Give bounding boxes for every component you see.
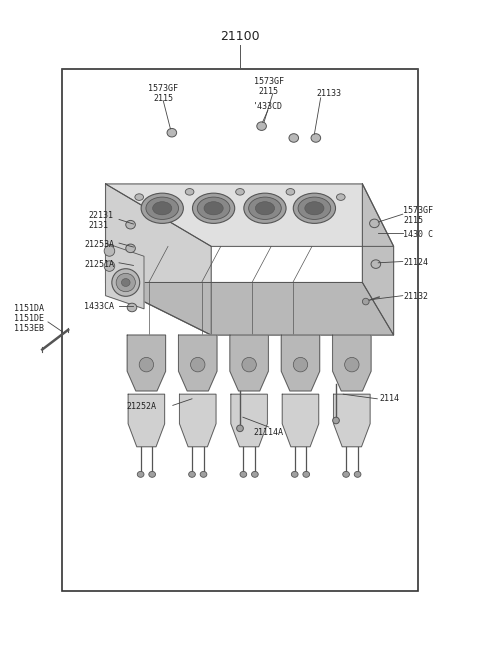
Polygon shape: [282, 394, 319, 447]
Polygon shape: [106, 184, 211, 335]
Text: 21253A: 21253A: [84, 240, 114, 249]
Text: 2114: 2114: [379, 394, 399, 403]
Text: '433CD: '433CD: [253, 102, 283, 111]
Ellipse shape: [127, 304, 137, 312]
Ellipse shape: [104, 261, 115, 271]
Text: 1433CA: 1433CA: [84, 302, 114, 311]
Ellipse shape: [298, 197, 331, 219]
Text: 21251A: 21251A: [84, 260, 114, 269]
Ellipse shape: [252, 472, 258, 477]
Polygon shape: [334, 394, 370, 447]
Ellipse shape: [135, 194, 144, 200]
Ellipse shape: [240, 472, 247, 477]
Ellipse shape: [185, 189, 194, 195]
Ellipse shape: [237, 425, 243, 432]
Ellipse shape: [192, 193, 235, 223]
Ellipse shape: [112, 269, 140, 296]
Ellipse shape: [293, 357, 308, 372]
Ellipse shape: [333, 417, 339, 424]
Ellipse shape: [336, 194, 345, 200]
Ellipse shape: [121, 279, 130, 286]
Polygon shape: [106, 283, 394, 335]
Polygon shape: [106, 184, 394, 246]
Polygon shape: [281, 335, 320, 391]
Ellipse shape: [200, 472, 207, 477]
Ellipse shape: [286, 189, 295, 195]
Ellipse shape: [189, 472, 195, 477]
Ellipse shape: [345, 357, 359, 372]
Polygon shape: [362, 184, 394, 335]
Polygon shape: [179, 335, 217, 391]
Text: 21132: 21132: [403, 292, 428, 302]
Ellipse shape: [291, 472, 298, 477]
Ellipse shape: [137, 472, 144, 477]
Polygon shape: [128, 394, 165, 447]
Ellipse shape: [289, 134, 299, 143]
Ellipse shape: [255, 202, 275, 215]
Ellipse shape: [293, 193, 336, 223]
Text: 21114A: 21114A: [254, 428, 284, 437]
Text: 1151DA
1151DE
1153EB: 1151DA 1151DE 1153EB: [14, 304, 44, 333]
Text: 1573GF
2115: 1573GF 2115: [148, 84, 178, 102]
Ellipse shape: [146, 197, 179, 219]
Ellipse shape: [126, 244, 135, 253]
Polygon shape: [180, 394, 216, 447]
Ellipse shape: [311, 134, 321, 143]
Text: 21252A: 21252A: [127, 401, 156, 411]
Ellipse shape: [371, 260, 381, 269]
Ellipse shape: [104, 246, 115, 256]
Ellipse shape: [116, 273, 135, 292]
Ellipse shape: [249, 197, 281, 219]
Ellipse shape: [141, 193, 183, 223]
Ellipse shape: [197, 197, 230, 219]
Ellipse shape: [362, 298, 369, 305]
Ellipse shape: [370, 219, 379, 228]
Ellipse shape: [126, 220, 135, 229]
Text: 1573GF
2115: 1573GF 2115: [254, 78, 284, 96]
Text: 1430 C: 1430 C: [403, 230, 433, 239]
Ellipse shape: [343, 472, 349, 477]
Ellipse shape: [149, 472, 156, 477]
Text: 21100: 21100: [220, 30, 260, 43]
Ellipse shape: [303, 472, 310, 477]
Ellipse shape: [139, 357, 154, 372]
Ellipse shape: [354, 472, 361, 477]
Ellipse shape: [191, 357, 205, 372]
Text: 21133: 21133: [317, 89, 342, 98]
Ellipse shape: [204, 202, 223, 215]
Ellipse shape: [236, 189, 244, 195]
Ellipse shape: [305, 202, 324, 215]
Ellipse shape: [244, 193, 286, 223]
Text: 22131
2131: 22131 2131: [89, 211, 114, 229]
Text: 21124: 21124: [403, 258, 428, 267]
Polygon shape: [230, 335, 268, 391]
Ellipse shape: [153, 202, 172, 215]
Polygon shape: [106, 243, 144, 309]
Ellipse shape: [257, 122, 266, 130]
Polygon shape: [127, 335, 166, 391]
Polygon shape: [231, 394, 267, 447]
Ellipse shape: [167, 129, 177, 137]
Bar: [62, 69, 418, 591]
Ellipse shape: [242, 357, 256, 372]
Polygon shape: [333, 335, 371, 391]
Text: 1573GF
2115: 1573GF 2115: [403, 206, 433, 225]
